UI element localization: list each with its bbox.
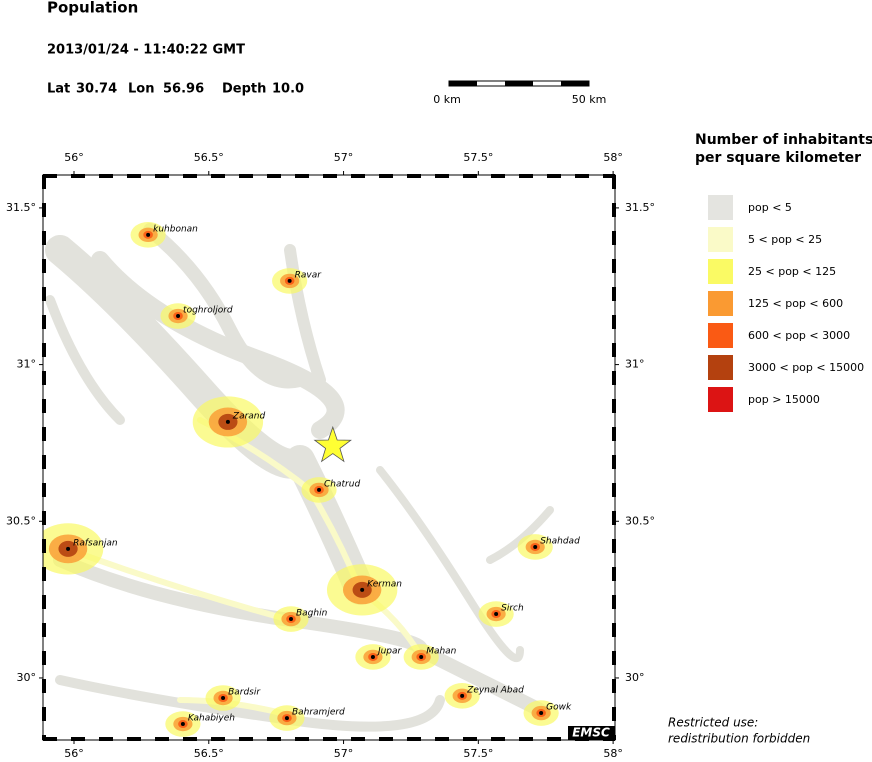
legend-swatch	[708, 323, 733, 348]
city-dot	[419, 654, 424, 659]
title: Population	[47, 0, 138, 17]
lat-label: Lat	[47, 82, 70, 97]
x-tick-label: 56°	[64, 151, 84, 164]
legend-label: 5 < pop < 25	[748, 233, 822, 246]
x-tick-label: 58°	[603, 747, 623, 760]
legend-title: per square kilometer	[695, 150, 861, 166]
city-dot	[360, 587, 365, 592]
scale-bar	[448, 80, 590, 87]
city-dot	[225, 419, 230, 424]
y-tick-label: 30°	[17, 671, 37, 684]
city-label: Baghin	[296, 609, 328, 619]
depth-label: Depth	[222, 82, 266, 97]
lon-value: 56.96	[163, 82, 204, 97]
city-dot	[460, 693, 465, 698]
lat-value: 30.74	[76, 82, 117, 97]
city-dot	[533, 544, 538, 549]
city-dot	[146, 232, 151, 237]
legend-swatch	[708, 387, 733, 412]
city-label: Zeynal Abad	[466, 685, 524, 695]
datetime: 2013/01/24 - 11:40:22 GMT	[47, 43, 245, 58]
city-label: Shahdad	[540, 536, 580, 546]
map-frame	[42, 174, 616, 741]
x-tick-label: 56.5°	[194, 747, 224, 760]
notice: redistribution forbidden	[668, 732, 810, 746]
legend-title: Number of inhabitants	[695, 132, 872, 148]
city-label: toghroljord	[183, 306, 233, 316]
city-label: Chatrud	[324, 479, 360, 489]
legend-label: pop > 15000	[748, 393, 820, 406]
city-label: Sirch	[501, 604, 524, 614]
city-label: Ravar	[295, 270, 323, 280]
logo: EMSC	[572, 726, 610, 740]
city-dot	[539, 711, 544, 716]
legend-swatch	[708, 195, 733, 220]
city-label: Zarand	[232, 411, 266, 421]
legend-label: pop < 5	[748, 201, 792, 214]
epicenter	[313, 425, 352, 463]
city-dot	[317, 487, 322, 492]
legend-label: 600 < pop < 3000	[748, 329, 850, 342]
city-label: Jupar	[376, 646, 403, 656]
city-label: Mahan	[426, 646, 456, 656]
city-dot	[284, 716, 289, 721]
map-body: kuhbonan Ravar toghroljord Zarand Chatrud Raf…	[43, 222, 580, 737]
city-dot	[180, 722, 185, 727]
y-tick-label: 30.5°	[625, 514, 655, 527]
legend-label: 3000 < pop < 15000	[748, 361, 864, 374]
y-tick-label: 31°	[17, 358, 37, 371]
legend-swatch	[708, 227, 733, 252]
x-tick-label: 56°	[64, 747, 84, 760]
city-label: Bardsir	[228, 688, 261, 698]
x-tick-label: 57.5°	[463, 747, 493, 760]
y-tick-label: 30.5°	[6, 514, 36, 527]
legend-label: 25 < pop < 125	[748, 265, 836, 278]
city-label: Gowk	[546, 703, 572, 713]
y-tick-label: 31.5°	[625, 201, 655, 214]
x-tick-label: 58°	[603, 151, 623, 164]
city-label: Kerman	[367, 579, 402, 589]
legend-swatch	[708, 355, 733, 380]
x-tick-label: 56.5°	[194, 151, 224, 164]
y-tick-label: 31.5°	[6, 201, 36, 214]
city-dot	[370, 654, 375, 659]
city-dot	[287, 278, 292, 283]
x-tick-label: 57°	[334, 151, 354, 164]
settlement-background	[45, 223, 554, 732]
scale-end: 50 km	[572, 93, 607, 106]
y-tick-label: 31°	[625, 358, 645, 371]
notice: Restricted use:	[668, 716, 758, 730]
city-dot	[494, 612, 499, 617]
city-label: Bahramjerd	[292, 708, 345, 718]
city-label: Kahabiyeh	[188, 714, 235, 724]
city-dot	[288, 617, 293, 622]
y-tick-label: 30°	[625, 671, 645, 684]
legend-swatch	[708, 259, 733, 284]
city-dot	[221, 696, 226, 701]
scale-start: 0 km	[433, 93, 461, 106]
logo-box	[568, 726, 615, 740]
x-tick-label: 57.5°	[463, 151, 493, 164]
legend-label: 125 < pop < 600	[748, 297, 843, 310]
city-dot	[176, 314, 181, 319]
lon-label: Lon	[128, 82, 154, 97]
depth-value: 10.0	[272, 82, 304, 97]
city-label: Rafsanjan	[73, 538, 118, 548]
x-tick-label: 57°	[334, 747, 354, 760]
city-label: kuhbonan	[153, 224, 198, 234]
city-dot	[66, 546, 71, 551]
legend-swatch	[708, 291, 733, 316]
